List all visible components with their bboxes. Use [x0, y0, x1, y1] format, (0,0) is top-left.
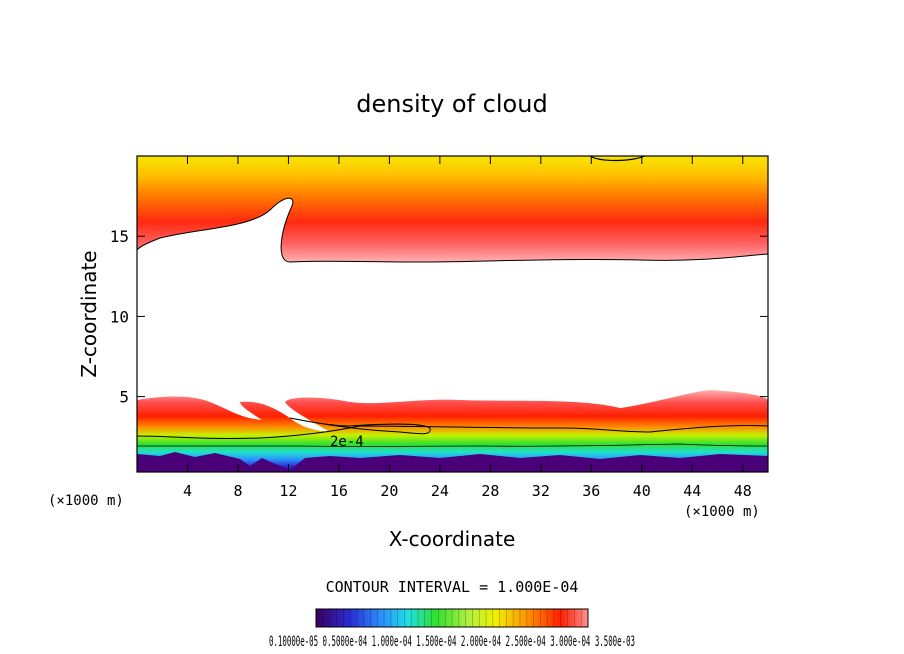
- colorbar-bins: [322, 609, 582, 627]
- x-tick-label: 40: [633, 482, 651, 500]
- x-tick-label: 44: [683, 482, 701, 500]
- lower-contour-closed-2e4: [289, 417, 431, 435]
- x-tick-label: 16: [330, 482, 348, 500]
- y-tick-label: 5: [119, 388, 129, 407]
- x-unit-label: (×1000 m): [684, 504, 760, 520]
- plot-area: [137, 156, 768, 472]
- x-tick-label: 12: [279, 482, 297, 500]
- lower-cloud-band: [137, 390, 768, 472]
- chart-title: density of cloud: [356, 90, 547, 118]
- y-tick-label: 10: [110, 307, 129, 326]
- lower-contour-line-upper: [137, 424, 768, 440]
- x-axis-label: X-coordinate: [389, 527, 516, 551]
- x-tick-label: 4: [183, 482, 192, 500]
- y-tick-label: 15: [110, 227, 129, 246]
- x-tick-label: 36: [582, 482, 600, 500]
- y-axis-ticks: 5 10 15: [110, 227, 768, 407]
- top-contour-line: [589, 156, 646, 162]
- upper-cloud-band: [137, 156, 768, 262]
- x-tick-label: 28: [481, 482, 499, 500]
- colorbar: [315, 608, 589, 628]
- upper-contour-line: [137, 197, 768, 263]
- x-axis-ticks: 4 8 12 16 20 24 28 32 36 40 44 48: [183, 156, 752, 500]
- contour-interval-label: CONTOUR INTERVAL = 1.000E-04: [326, 578, 579, 596]
- x-tick-label: 8: [233, 482, 242, 500]
- plot-frame: [136, 155, 769, 473]
- lower-surface-fringe: [137, 452, 768, 472]
- contour-annotation: 2e-4: [330, 434, 364, 450]
- x-tick-label: 48: [734, 482, 752, 500]
- y-axis-label: Z-coordinate: [77, 250, 101, 377]
- lower-contour-line-lower: [137, 443, 768, 447]
- colorbar-labels: 0.10000e-05 0.5000e-04 1.000e-04 1.500e-…: [269, 634, 635, 650]
- x-tick-label: 24: [431, 482, 449, 500]
- x-tick-label: 20: [380, 482, 398, 500]
- z-unit-label: (×1000 m): [48, 493, 124, 509]
- x-tick-label: 32: [532, 482, 550, 500]
